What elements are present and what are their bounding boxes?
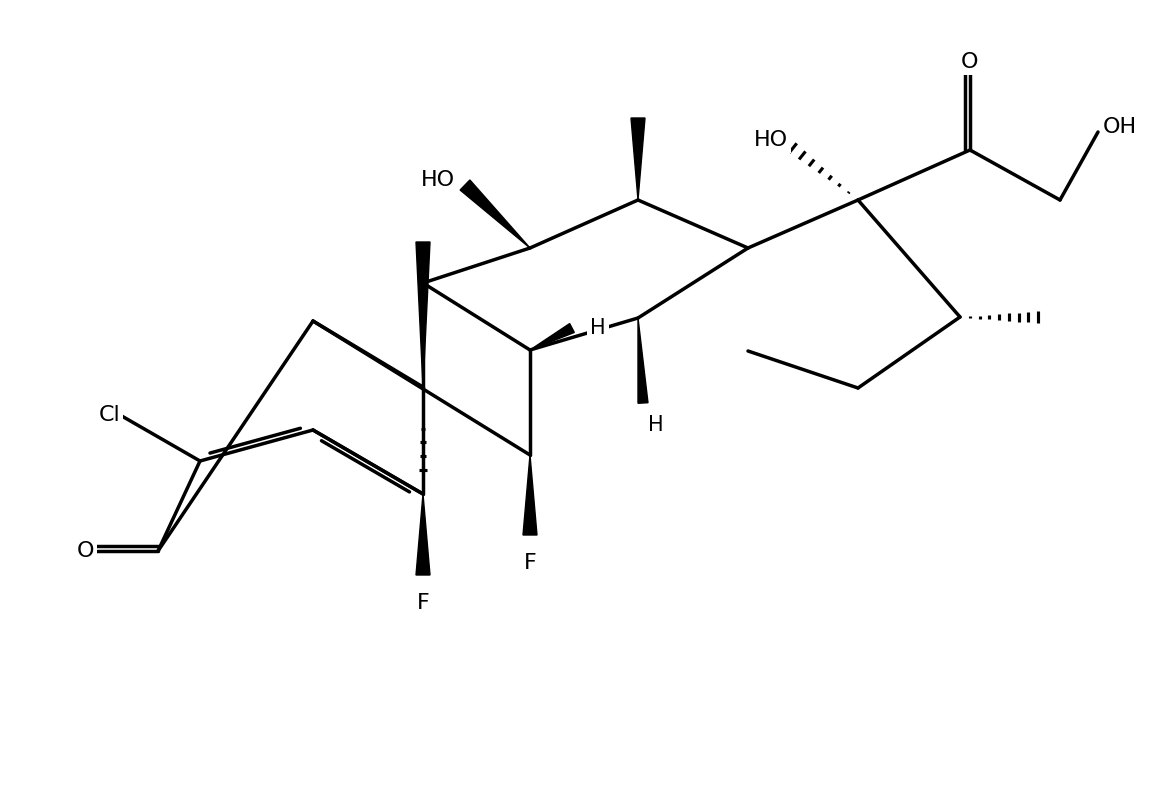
Polygon shape [461, 180, 531, 248]
Polygon shape [638, 318, 648, 404]
Polygon shape [631, 118, 645, 200]
Text: Cl: Cl [98, 405, 120, 425]
Text: F: F [524, 553, 536, 573]
Polygon shape [416, 494, 430, 575]
Text: H: H [590, 318, 605, 338]
Text: HO: HO [421, 170, 455, 190]
Text: F: F [416, 593, 429, 613]
Polygon shape [416, 242, 430, 387]
Text: H: H [648, 415, 663, 435]
Text: O: O [961, 52, 978, 72]
Polygon shape [531, 323, 575, 350]
Text: HO: HO [754, 130, 788, 150]
Text: OH: OH [1103, 117, 1137, 137]
Polygon shape [524, 455, 538, 535]
Text: O: O [76, 541, 93, 561]
